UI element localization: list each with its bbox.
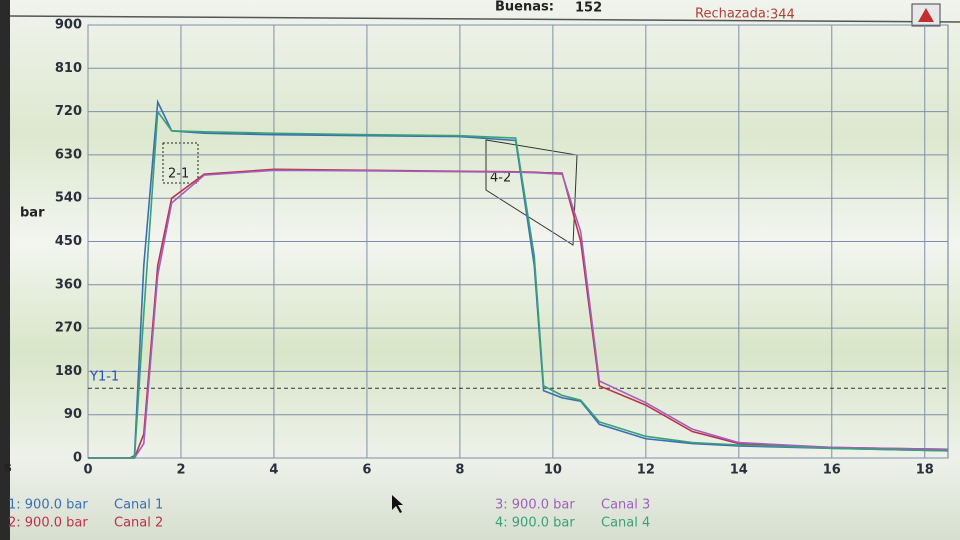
y-tick-label: 450 — [55, 234, 82, 249]
legend-name: Canal 3 — [601, 498, 650, 513]
x-tick-label: 10 — [544, 463, 562, 478]
alarm-icon — [918, 8, 934, 22]
header-rule — [9, 15, 960, 23]
threshold-label: Y1-1 — [89, 370, 119, 385]
x-tick-label: 8 — [455, 463, 464, 478]
x-tick-label: 4 — [269, 463, 278, 478]
y-tick-label: 630 — [55, 147, 82, 162]
y-tick-label: 720 — [55, 104, 82, 119]
y-tick-label: 900 — [55, 18, 82, 33]
x-tick-label: 2 — [176, 463, 185, 478]
x-axis-label: s — [4, 461, 12, 476]
y-tick-label: 180 — [55, 364, 82, 379]
legend-name: Canal 4 — [601, 516, 650, 531]
window-label: 2-1 — [168, 167, 189, 182]
good-value: 152 — [575, 1, 602, 16]
y-tick-label: 360 — [55, 277, 82, 292]
y-tick-label: 540 — [55, 191, 82, 206]
x-tick-label: 0 — [83, 463, 92, 478]
series-line — [88, 109, 949, 459]
x-tick-label: 6 — [362, 463, 371, 478]
rejected-value: 344 — [770, 8, 795, 23]
legend-name: Canal 2 — [114, 516, 163, 531]
x-tick-label: 18 — [916, 463, 934, 478]
good-label: Buenas: — [495, 0, 554, 15]
series-line — [88, 169, 949, 459]
cursor — [392, 495, 403, 513]
legend-range: 2: 900.0 bar — [8, 516, 88, 531]
bezel — [0, 0, 10, 540]
x-tick-label: 14 — [730, 463, 748, 478]
x-tick-label: 16 — [823, 463, 841, 478]
legend-name: Canal 1 — [114, 498, 163, 513]
legend-range: 1: 900.0 bar — [8, 498, 88, 513]
window-box — [485, 139, 578, 246]
legend-range: 3: 900.0 bar — [495, 498, 575, 513]
y-tick-label: 270 — [55, 321, 82, 336]
rejected-label: Rechazada: — [695, 7, 770, 22]
x-tick-label: 12 — [637, 463, 655, 478]
y-tick-label: 810 — [55, 61, 82, 76]
y-axis-label: bar — [20, 206, 45, 221]
y-tick-label: 90 — [64, 407, 82, 422]
y-tick-label: 0 — [73, 451, 82, 466]
window-label: 4-2 — [490, 171, 511, 186]
legend-range: 4: 900.0 bar — [495, 516, 575, 531]
